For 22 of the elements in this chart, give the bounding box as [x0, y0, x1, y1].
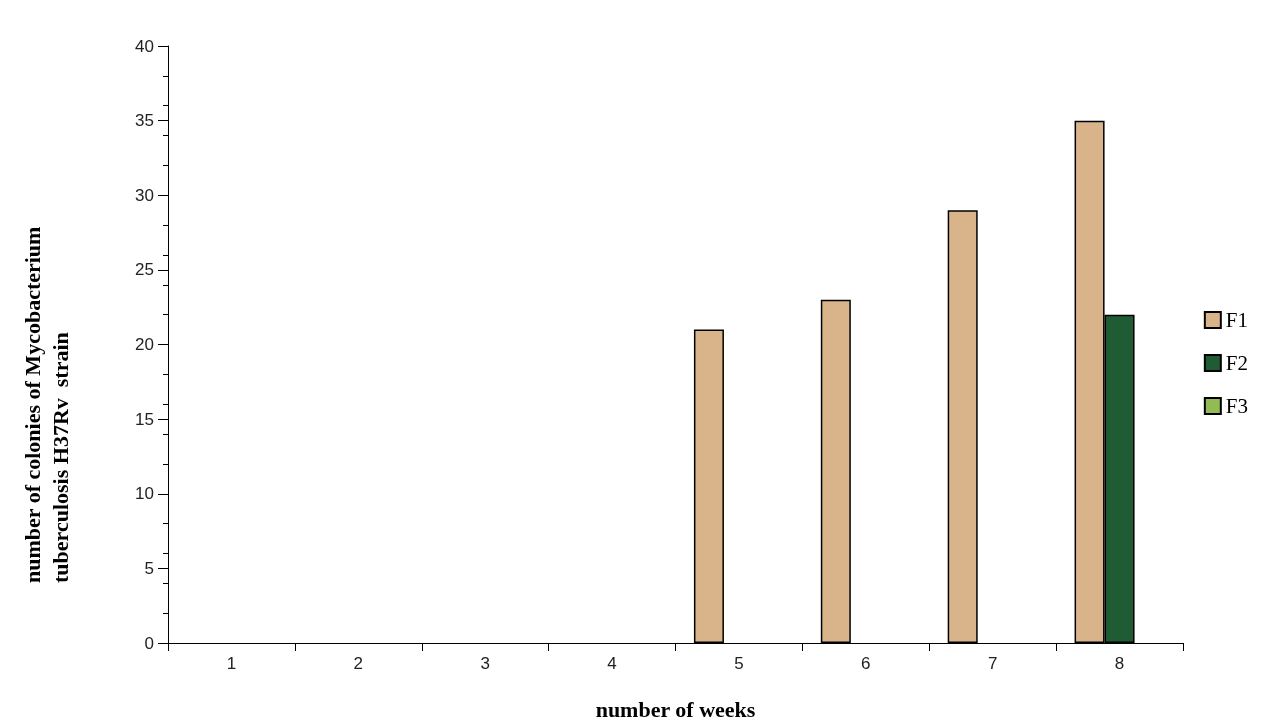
y-tick-label: 35: [135, 111, 154, 131]
y-tick-label: 10: [135, 484, 154, 504]
x-tick-label: 6: [861, 654, 871, 673]
y-tick-label: 25: [135, 260, 154, 280]
x-tick-label: 2: [353, 654, 364, 673]
x-tick-label: 8: [1114, 654, 1125, 673]
x-tick-label: 5: [734, 654, 744, 673]
x-tick-label: 3: [480, 654, 490, 673]
x-tick-label: 1: [226, 654, 237, 673]
x-tick-label: 4: [607, 654, 617, 673]
y-tick-label: 30: [135, 185, 154, 205]
y-tick-label: 0: [144, 633, 154, 653]
y-tick-label: 15: [135, 409, 154, 429]
legend-label: F2: [1225, 351, 1249, 375]
y-tick-label: 20: [135, 335, 154, 354]
x-tick-label: 7: [987, 654, 998, 673]
y-tick-label: 40: [135, 36, 154, 56]
legend-label: F3: [1225, 394, 1249, 418]
y-axis-title: number of colonies of Mycobacterium tuberculosis H37Rv strain: [19, 221, 73, 583]
legend-label: F1: [1225, 308, 1249, 332]
x-axis-title: number of weeks: [595, 696, 756, 722]
y-tick-label: 5: [144, 558, 154, 578]
